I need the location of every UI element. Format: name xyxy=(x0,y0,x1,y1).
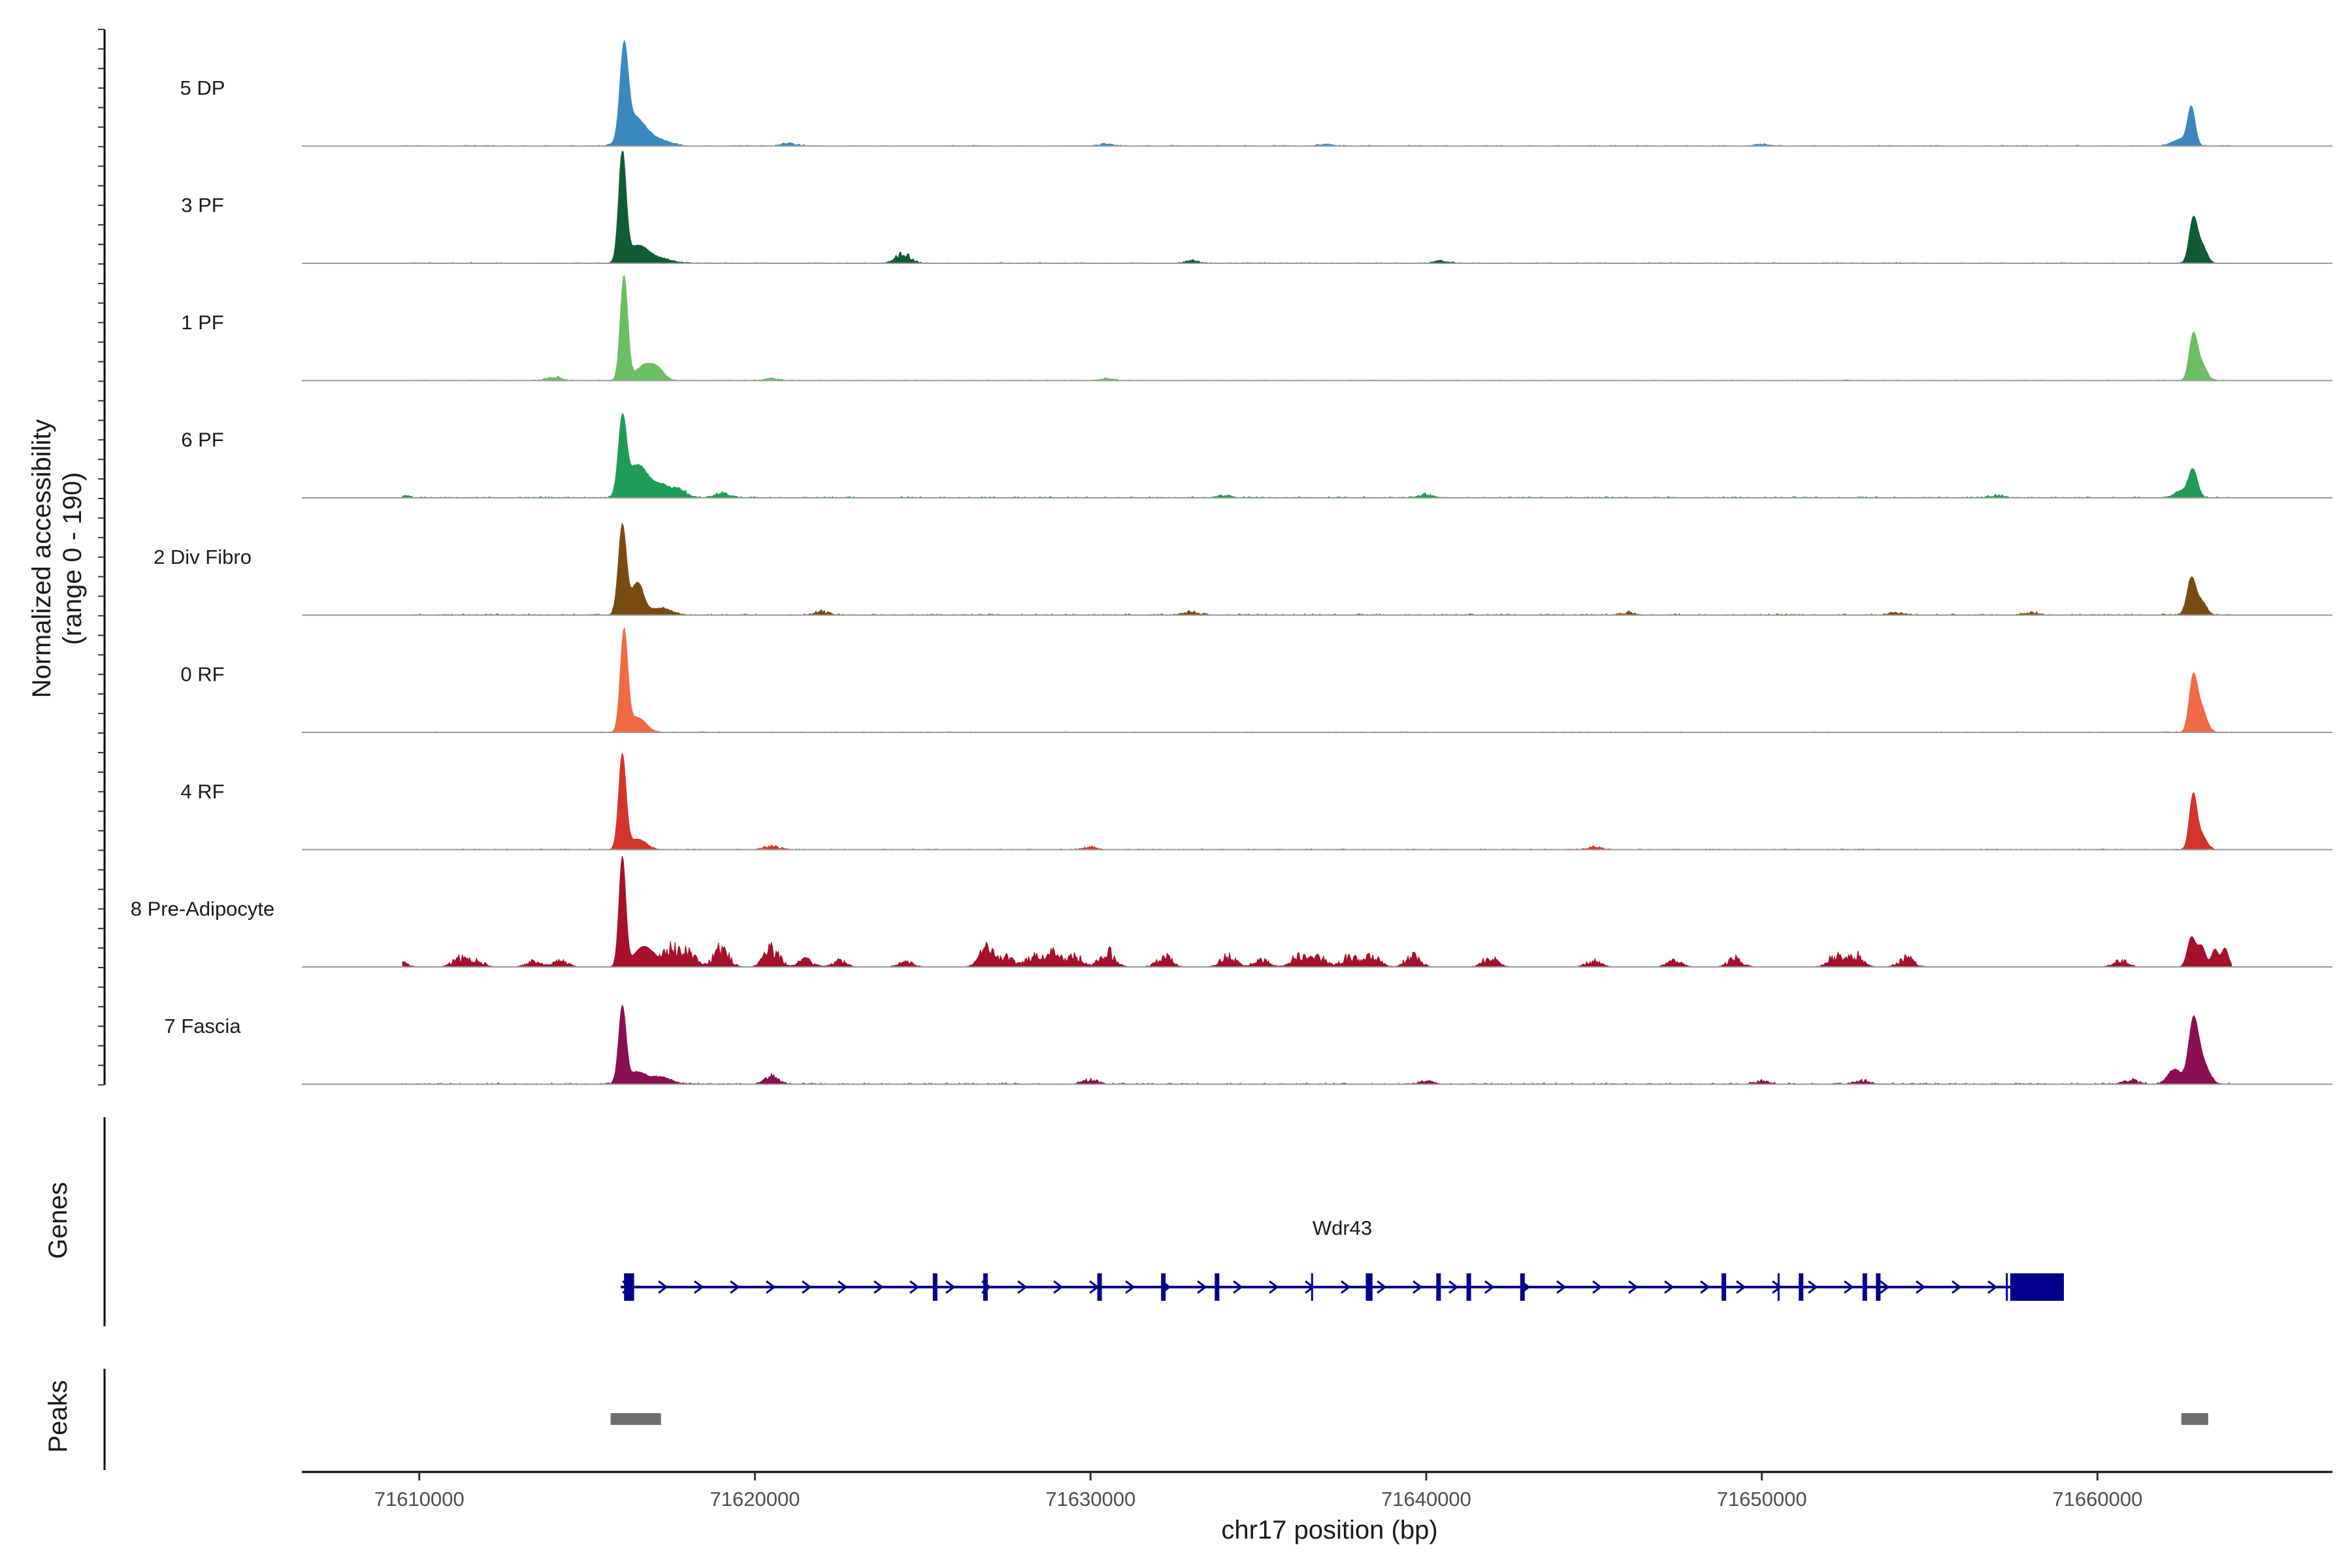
track-label: 4 RF xyxy=(180,780,224,803)
track-label: 0 RF xyxy=(180,663,224,686)
track-4-rf: 4 RF xyxy=(180,752,2332,851)
gene-name-label: Wdr43 xyxy=(1313,1217,1372,1239)
x-axis: 71610000 71620000 71630000 71640000 71650000… xyxy=(302,1471,2332,1511)
track-label: 5 DP xyxy=(180,76,225,99)
peaks-panel-title: Peaks xyxy=(44,1380,73,1452)
x-tick-label: 71660000 xyxy=(2052,1488,2142,1511)
gene-exon xyxy=(1722,1273,1727,1301)
strand-chevron xyxy=(1916,1280,1926,1294)
coverage-area xyxy=(402,413,2232,498)
coverage-area xyxy=(402,1004,2232,1085)
gene-exon xyxy=(1436,1273,1441,1301)
x-tick-label: 71610000 xyxy=(374,1488,465,1511)
track-6-pf: 6 PF xyxy=(181,413,2332,498)
strand-chevron xyxy=(1053,1280,1064,1294)
coverage-tracks: 5 DP 3 PF 1 PF 6 PF 2 Div Fibro 0 RF 4 RF 8 Pre… xyxy=(131,39,2332,1085)
track-label: 2 Div Fibro xyxy=(154,546,252,568)
strand-chevron xyxy=(1987,1280,1998,1294)
strand-chevron xyxy=(1880,1280,1890,1294)
strand-chevron xyxy=(730,1280,740,1294)
gene-exon xyxy=(1215,1273,1220,1301)
x-tick-label: 71640000 xyxy=(1381,1488,1471,1511)
track-label: 7 Fascia xyxy=(164,1015,241,1037)
strand-chevron xyxy=(1952,1280,1962,1294)
track-0-rf: 0 RF xyxy=(180,627,2332,733)
strand-chevron xyxy=(766,1280,776,1294)
strand-chevron xyxy=(1233,1280,1243,1294)
strand-chevron xyxy=(1808,1280,1818,1294)
coverage-area xyxy=(402,150,2232,264)
genes-panel-title: Genes xyxy=(44,1182,73,1259)
strand-chevron xyxy=(909,1280,920,1294)
coverage-y-axis xyxy=(98,29,106,1086)
coverage-area xyxy=(401,627,2232,733)
strand-chevron xyxy=(1628,1280,1639,1294)
strand-chevron xyxy=(1664,1280,1674,1294)
strand-chevron xyxy=(1736,1280,1746,1294)
coverage-area xyxy=(402,274,2232,382)
peaks-panel xyxy=(103,1369,2208,1470)
strand-chevron xyxy=(1269,1280,1279,1294)
gene-exon xyxy=(1520,1273,1525,1301)
strand-chevron xyxy=(802,1280,812,1294)
gene-exon xyxy=(983,1273,988,1301)
track-5-dp: 5 DP xyxy=(180,39,2332,147)
strand-chevron xyxy=(1305,1280,1315,1294)
y-axis-title-line1: Normalized accessibility xyxy=(27,419,56,698)
gene-exon xyxy=(624,1273,634,1301)
x-tick-label: 71620000 xyxy=(710,1488,800,1511)
gene-exon xyxy=(2010,1273,2065,1301)
strand-chevron xyxy=(1413,1280,1423,1294)
coverage-area xyxy=(402,856,2232,968)
gene-exon xyxy=(932,1273,938,1301)
peak-region xyxy=(610,1413,661,1425)
x-axis-title: chr17 position (bp) xyxy=(1221,1516,1437,1544)
gene-exon xyxy=(1876,1273,1881,1301)
track-1-pf: 1 PF xyxy=(181,274,2332,382)
strand-chevron xyxy=(1844,1280,1854,1294)
track-3-pf: 3 PF xyxy=(181,150,2332,264)
coverage-area xyxy=(402,752,2232,851)
gene-exon xyxy=(1466,1273,1471,1301)
gene-exon xyxy=(1161,1273,1166,1301)
strand-chevron xyxy=(1377,1280,1387,1294)
track-label: 8 Pre-Adipocyte xyxy=(131,898,275,921)
strand-chevron xyxy=(1592,1280,1603,1294)
strand-chevron xyxy=(1017,1280,1028,1294)
track-label: 3 PF xyxy=(181,194,223,217)
gene-exon xyxy=(1365,1273,1373,1301)
strand-chevron xyxy=(1484,1280,1495,1294)
x-tick-label: 71630000 xyxy=(1045,1488,1135,1511)
strand-chevron xyxy=(874,1280,884,1294)
track-8-pre-adipocyte: 8 Pre-Adipocyte xyxy=(131,856,2332,968)
gene-exon xyxy=(1097,1273,1102,1301)
gene-exon xyxy=(1862,1273,1867,1301)
y-axis-title-line2: (range 0 - 190) xyxy=(58,472,87,645)
strand-chevron xyxy=(658,1280,668,1294)
strand-chevron xyxy=(1772,1280,1782,1294)
track-label: 6 PF xyxy=(181,429,223,451)
x-tick-label: 71650000 xyxy=(1717,1488,1807,1511)
strand-chevron xyxy=(838,1280,848,1294)
coverage-area xyxy=(402,522,2233,616)
strand-chevron xyxy=(1125,1280,1135,1294)
peak-region xyxy=(2181,1413,2208,1425)
track-7-fascia: 7 Fascia xyxy=(164,1004,2332,1085)
track-label: 1 PF xyxy=(181,311,223,334)
strand-chevron xyxy=(1700,1280,1710,1294)
strand-chevron xyxy=(945,1280,956,1294)
strand-chevron xyxy=(1197,1280,1207,1294)
gene-exon xyxy=(1799,1273,1804,1301)
genes-panel: Wdr43 xyxy=(103,1117,2065,1326)
strand-chevron xyxy=(1448,1280,1459,1294)
coverage-area xyxy=(402,39,2232,147)
strand-chevron xyxy=(1556,1280,1567,1294)
track-2-div-fibro: 2 Div Fibro xyxy=(154,522,2332,616)
strand-chevron xyxy=(1341,1280,1351,1294)
strand-chevron xyxy=(694,1280,704,1294)
